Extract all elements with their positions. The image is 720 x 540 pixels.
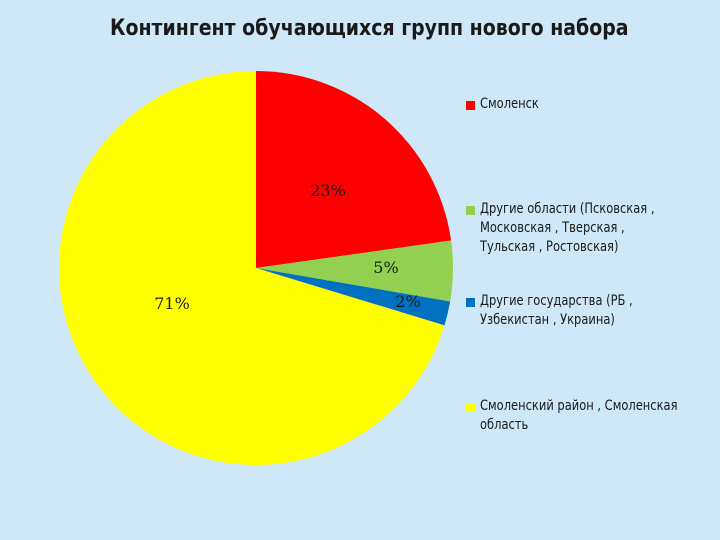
legend-swatch-other-regions	[466, 206, 475, 215]
legend-item-other-countries: Другие государства (РБ , Узбекистан , Ук…	[466, 292, 720, 330]
pie-slice-other-countries	[256, 268, 451, 326]
data-label-smolensk: 23%	[310, 181, 346, 200]
legend-item-smolensk-region: Смоленский район , Смоленская область	[466, 397, 720, 435]
legend-label-other-regions: Другие области (Псковская , Московская ,…	[480, 201, 655, 255]
legend-label-smolensk-region: Смоленский район , Смоленская область	[480, 398, 678, 433]
pie-slice-smolensk-region	[58, 71, 445, 466]
chart-title: Контингент обучающихся групп нового набо…	[110, 16, 629, 41]
legend-swatch-smolensk-region	[466, 403, 475, 412]
pie-slice-smolensk	[256, 71, 452, 268]
legend-item-other-regions: Другие области (Псковская , Московская ,…	[466, 200, 720, 257]
data-label-smolensk-region: 71%	[154, 294, 190, 313]
legend-label-smolensk: Смоленск	[480, 96, 539, 112]
legend-label-other-countries: Другие государства (РБ , Узбекистан , Ук…	[480, 293, 633, 328]
legend-item-smolensk: Смоленск	[466, 95, 720, 114]
pie-slice-other-regions	[256, 240, 454, 302]
legend-swatch-other-countries	[466, 298, 475, 307]
legend-swatch-smolensk	[466, 101, 475, 110]
data-label-other-countries: 2%	[395, 292, 420, 311]
data-label-other-regions: 5%	[373, 258, 398, 277]
